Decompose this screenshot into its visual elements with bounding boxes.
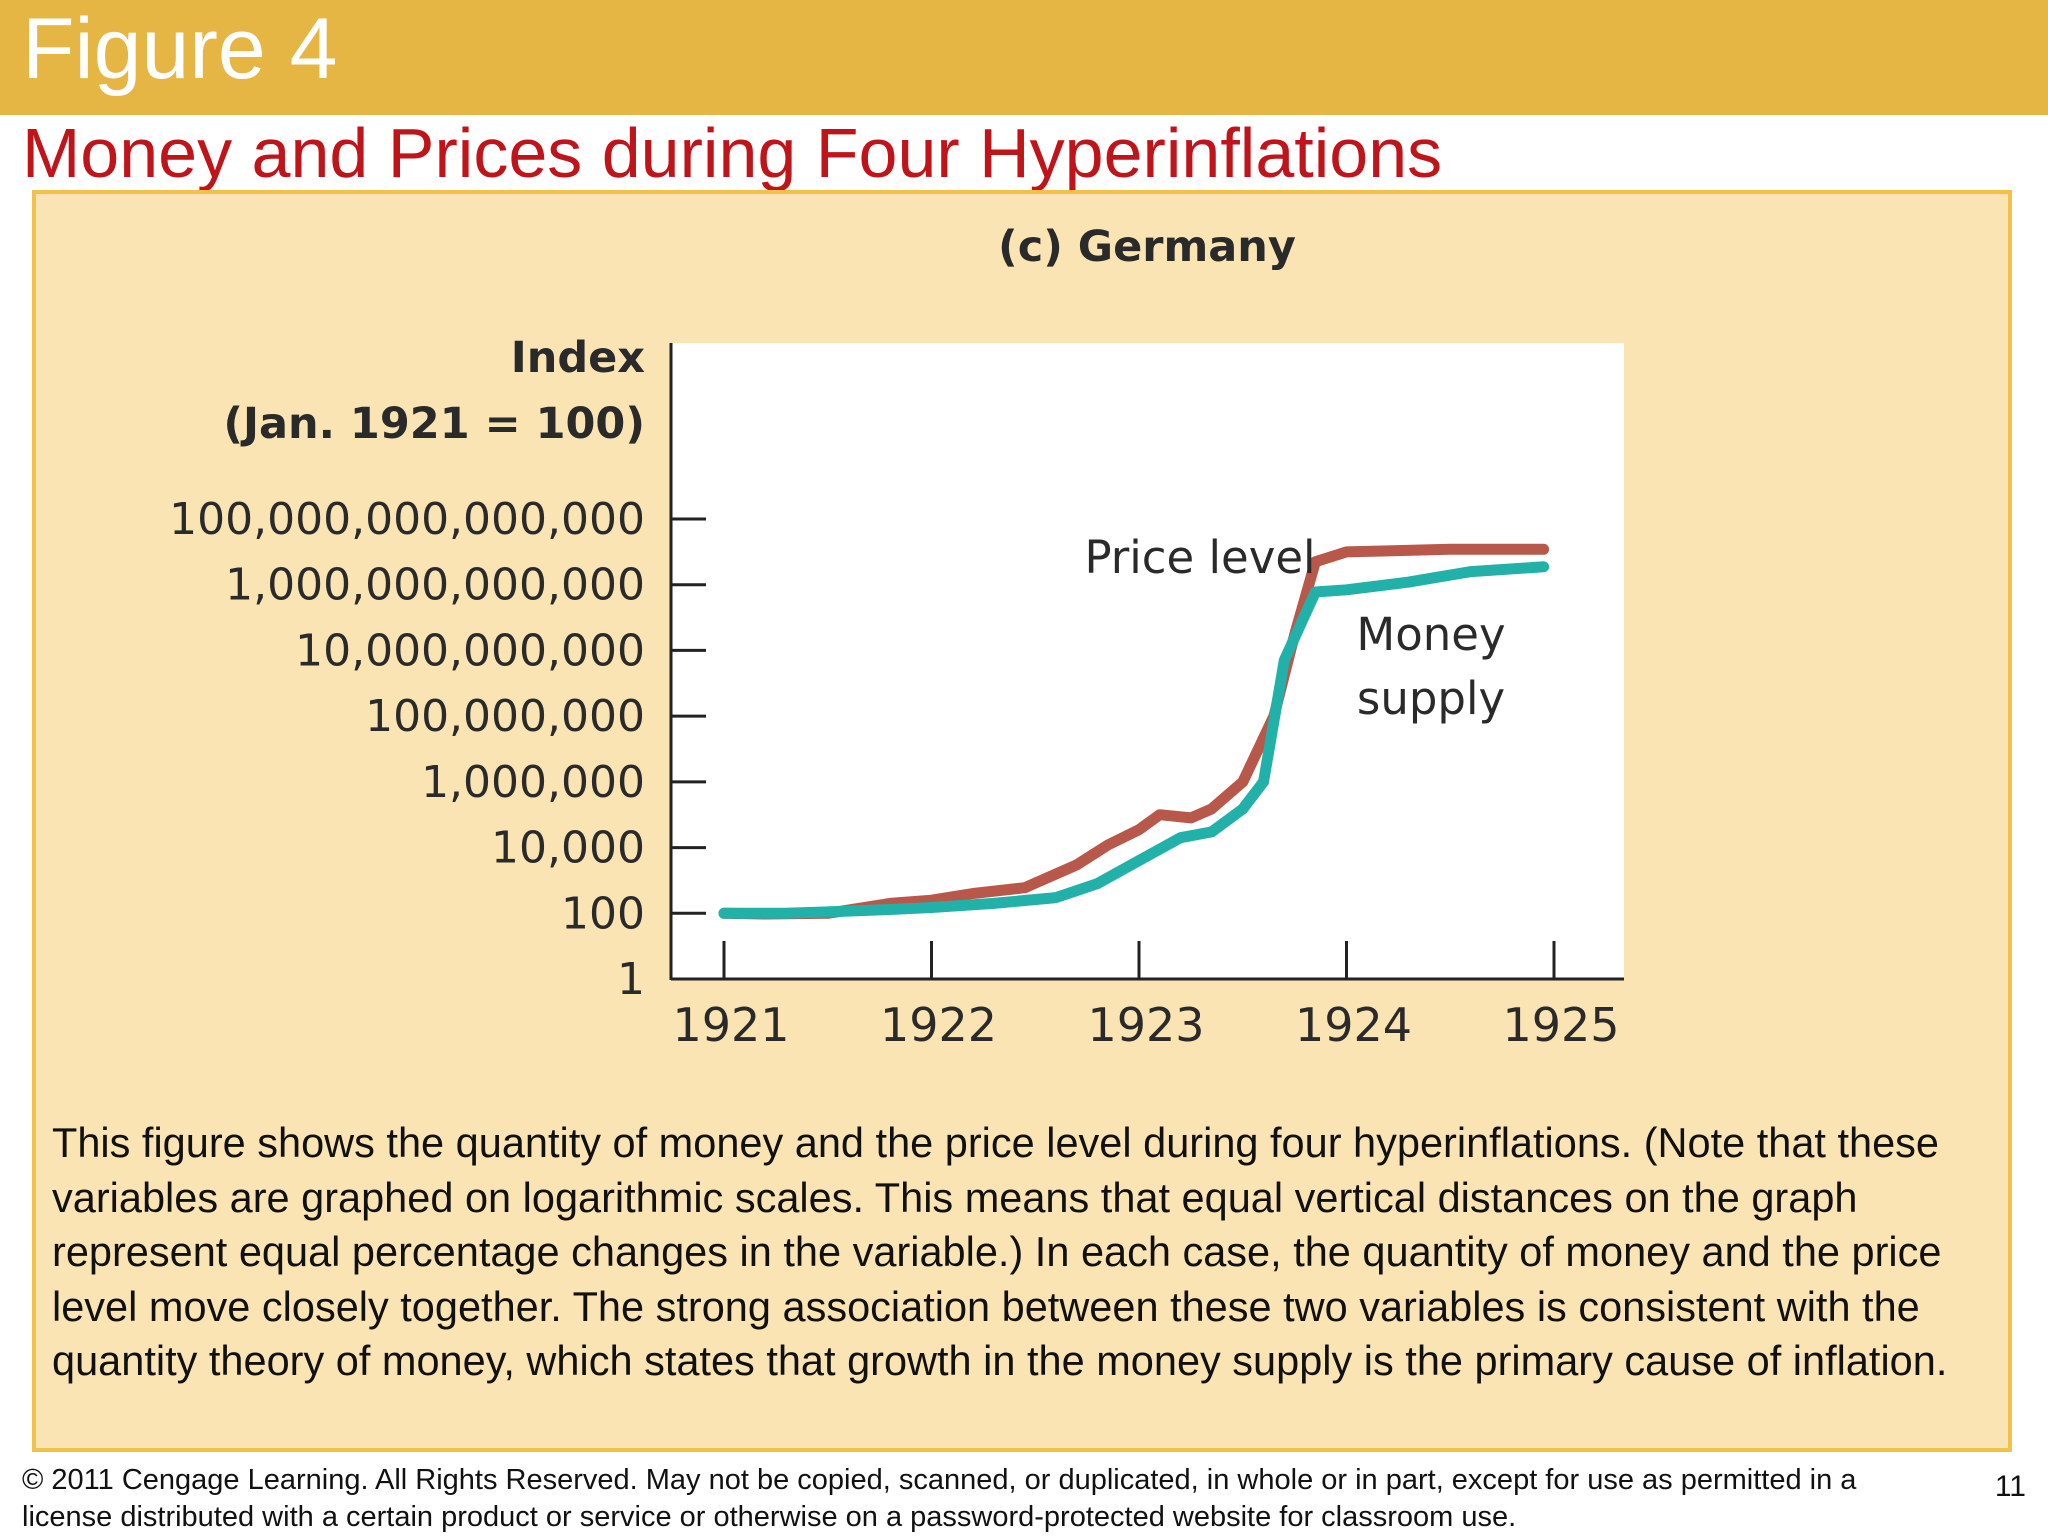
copyright-footer: © 2011 Cengage Learning. All Rights Rese… — [22, 1464, 1857, 1533]
figure-caption: This figure shows the quantity of money … — [52, 1119, 1948, 1384]
series-line-money-supply — [718, 561, 1550, 919]
header-bar — [0, 0, 2048, 115]
slide-title: Money and Prices during Four Hyperinflat… — [22, 114, 1443, 192]
x-tick-label: 1921 — [672, 998, 789, 1052]
series-line-price-level — [718, 543, 1550, 920]
germany-chart: (c) Germany Index (Jan. 1921 = 100) 1 100… — [169, 222, 1624, 1052]
money-supply-annotation-line2: supply — [1357, 672, 1505, 725]
page-number: 11 — [1994, 1470, 2026, 1503]
y-tick-label: 1,000,000,000,000 — [225, 560, 645, 611]
price-level-annotation: Price level — [1084, 531, 1315, 584]
y-tick-label: 10,000,000,000 — [295, 625, 645, 676]
money-supply-annotation-line1: Money — [1356, 608, 1505, 661]
y-axis-label-line2: (Jan. 1921 = 100) — [223, 399, 645, 449]
y-tick-label: 1,000,000 — [421, 757, 645, 808]
plot-area — [672, 343, 1624, 980]
y-tick-label: 1 — [617, 954, 645, 1005]
y-tick-label: 100 — [561, 888, 645, 939]
figure-label: Figure 4 — [22, 1, 338, 97]
y-tick-label: 100,000,000 — [365, 691, 645, 742]
y-axis-label-line1: Index — [511, 333, 646, 383]
y-tick-label: 100,000,000,000,000 — [169, 494, 645, 545]
x-tick-label: 1925 — [1502, 998, 1619, 1052]
x-tick-label: 1922 — [880, 998, 997, 1052]
x-tick-label: 1923 — [1087, 998, 1204, 1052]
x-tick-label: 1924 — [1295, 998, 1412, 1052]
y-tick-label: 10,000 — [491, 823, 645, 874]
chart-title: (c) Germany — [998, 222, 1296, 272]
